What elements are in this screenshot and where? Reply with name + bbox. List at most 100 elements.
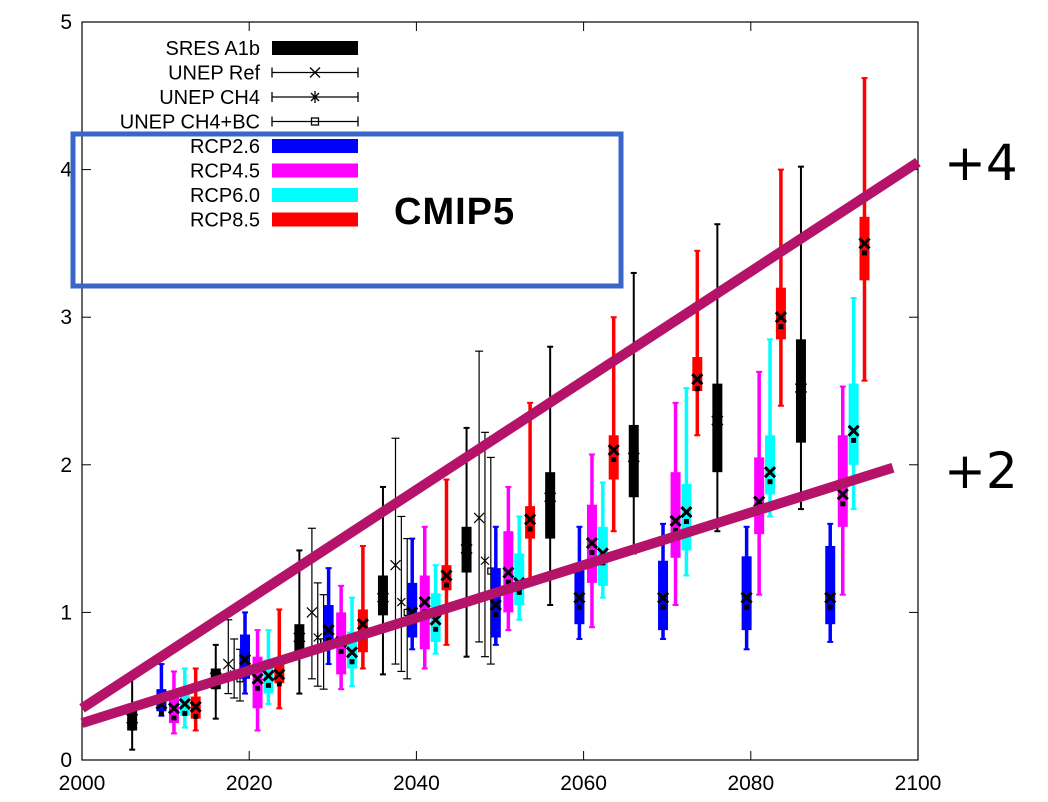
median-marker: [711, 414, 724, 427]
mean-marker: [326, 637, 332, 643]
median-marker: [429, 613, 442, 626]
median-marker: [740, 591, 753, 604]
median-marker: [376, 591, 390, 604]
box: [514, 553, 525, 606]
x-tick-label: 2100: [895, 772, 942, 795]
point-marker: [473, 512, 485, 524]
median-marker: [544, 491, 557, 504]
median-marker: [763, 466, 777, 479]
median-marker: [167, 702, 181, 715]
series-rcp8-5: [189, 77, 871, 732]
mean-marker: [338, 648, 344, 654]
cmip5-box: [70, 131, 624, 289]
mean-marker: [827, 604, 833, 610]
median-marker: [178, 697, 191, 710]
median-marker: [262, 669, 275, 682]
box: [692, 357, 703, 391]
box: [347, 631, 358, 669]
legend-label: UNEP CH4+BC: [120, 112, 260, 134]
mean-marker: [527, 526, 533, 532]
axis-ticks: 2000 2020 2040 2060 2080 2100 0 1 2 3 4 5: [59, 11, 942, 795]
point-marker: [390, 559, 401, 571]
mean-marker: [611, 457, 617, 463]
plot-border: [81, 21, 919, 761]
x-tick-label: 2000: [59, 772, 106, 795]
median-marker: [858, 237, 871, 250]
mean-marker: [516, 589, 522, 595]
annotations: CMIP5 +4 +2: [70, 131, 1018, 500]
y-tick-label: 4: [60, 159, 72, 182]
median-marker: [273, 668, 286, 681]
upper-line-label: +4: [944, 134, 1018, 192]
median-marker: [189, 700, 202, 713]
lower-line-label: +2: [944, 442, 1018, 500]
box: [377, 575, 388, 616]
median-marker: [345, 646, 359, 659]
legend-marker: [309, 67, 321, 78]
median-marker: [585, 536, 599, 550]
mean-marker: [861, 250, 867, 256]
median-marker: [753, 495, 766, 508]
box: [430, 593, 441, 642]
box: [795, 339, 806, 443]
point-marker: [222, 658, 234, 670]
mean-marker: [265, 682, 271, 688]
mean-marker: [182, 710, 188, 716]
mean-marker: [673, 527, 679, 533]
box: [681, 483, 692, 551]
legend-label: UNEP CH4: [159, 87, 260, 109]
box: [859, 216, 870, 281]
mean-marker: [129, 725, 135, 731]
box: [670, 472, 681, 558]
legend-marker: [310, 117, 320, 126]
box: [490, 568, 501, 638]
box: [754, 457, 765, 535]
mean-marker: [193, 713, 199, 719]
mean-marker: [576, 604, 582, 610]
mean-marker: [276, 681, 282, 687]
mean-marker: [840, 501, 846, 507]
y-tick-label: 2: [60, 454, 72, 477]
mean-marker: [683, 519, 689, 525]
legend-swatch: [272, 188, 358, 202]
mean-marker: [171, 715, 177, 721]
mean-marker: [547, 504, 553, 510]
mean-marker: [213, 684, 219, 690]
cmip5-label: CMIP5: [394, 191, 515, 233]
trend-lines: [79, 158, 921, 728]
mean-marker: [744, 604, 750, 610]
median-marker: [418, 596, 431, 609]
median-marker: [356, 618, 369, 631]
y-tick-label: 0: [60, 749, 72, 772]
box: [658, 560, 669, 631]
median-marker: [824, 591, 837, 604]
median-marker: [573, 591, 586, 604]
box: [765, 435, 776, 495]
mean-marker: [660, 604, 666, 610]
box: [441, 565, 452, 591]
box: [407, 582, 418, 638]
box: [825, 545, 836, 625]
y-tick-label: 3: [60, 306, 72, 329]
x-tick-label: 2060: [560, 772, 607, 795]
median-marker: [669, 514, 682, 527]
median-marker: [126, 712, 139, 725]
mean-marker: [296, 644, 302, 650]
legend-swatch: [272, 212, 358, 227]
legend-label: RCP6.0: [190, 185, 260, 207]
box: [323, 605, 334, 650]
box: [848, 383, 859, 465]
median-marker: [607, 443, 620, 457]
mean-marker: [158, 710, 164, 716]
mean-marker: [505, 579, 511, 585]
x-tick-label: 2080: [727, 772, 774, 795]
median-marker: [322, 624, 335, 637]
trend-line: [79, 158, 921, 713]
legend-label: RCP4.5: [190, 161, 260, 183]
median-marker: [794, 381, 808, 395]
median-marker: [524, 513, 537, 526]
median-marker: [251, 672, 264, 685]
box: [741, 556, 752, 631]
mean-marker: [433, 626, 439, 632]
